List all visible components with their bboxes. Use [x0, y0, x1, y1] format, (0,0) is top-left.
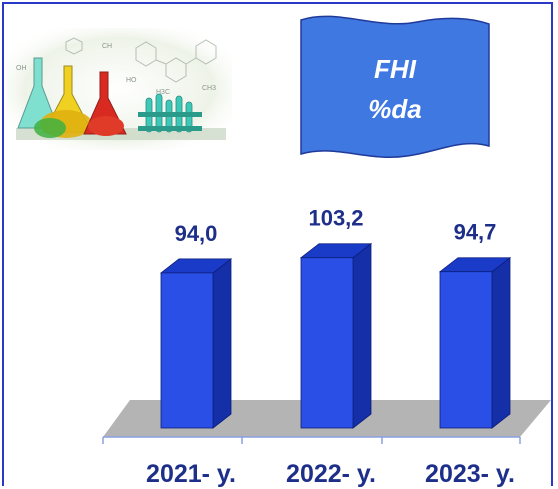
value-label-2: 103,2	[308, 206, 363, 231]
value-label-1: 94,0	[175, 221, 218, 246]
category-label-2: 2022- y.	[286, 460, 376, 488]
value-label-3: 94,7	[454, 220, 497, 245]
chemistry-lab-image: OH CH H3C CH3 HO	[6, 28, 232, 150]
bar-2	[299, 242, 373, 429]
title-banner: FHI %da	[300, 15, 490, 158]
svg-text:CH: CH	[102, 43, 112, 50]
banner-line-2: %da	[368, 94, 421, 124]
svg-text:OH: OH	[16, 65, 27, 72]
svg-text:HO: HO	[126, 77, 137, 84]
svg-text:H3C: H3C	[156, 89, 170, 96]
chart-frame	[2, 2, 553, 486]
bar-3	[438, 256, 512, 429]
category-label-1: 2021- y.	[146, 460, 236, 488]
bar-1	[159, 258, 233, 429]
category-label-3: 2023- y.	[425, 460, 515, 488]
svg-text:CH3: CH3	[202, 85, 216, 92]
banner-line-1: FHI	[374, 54, 417, 84]
